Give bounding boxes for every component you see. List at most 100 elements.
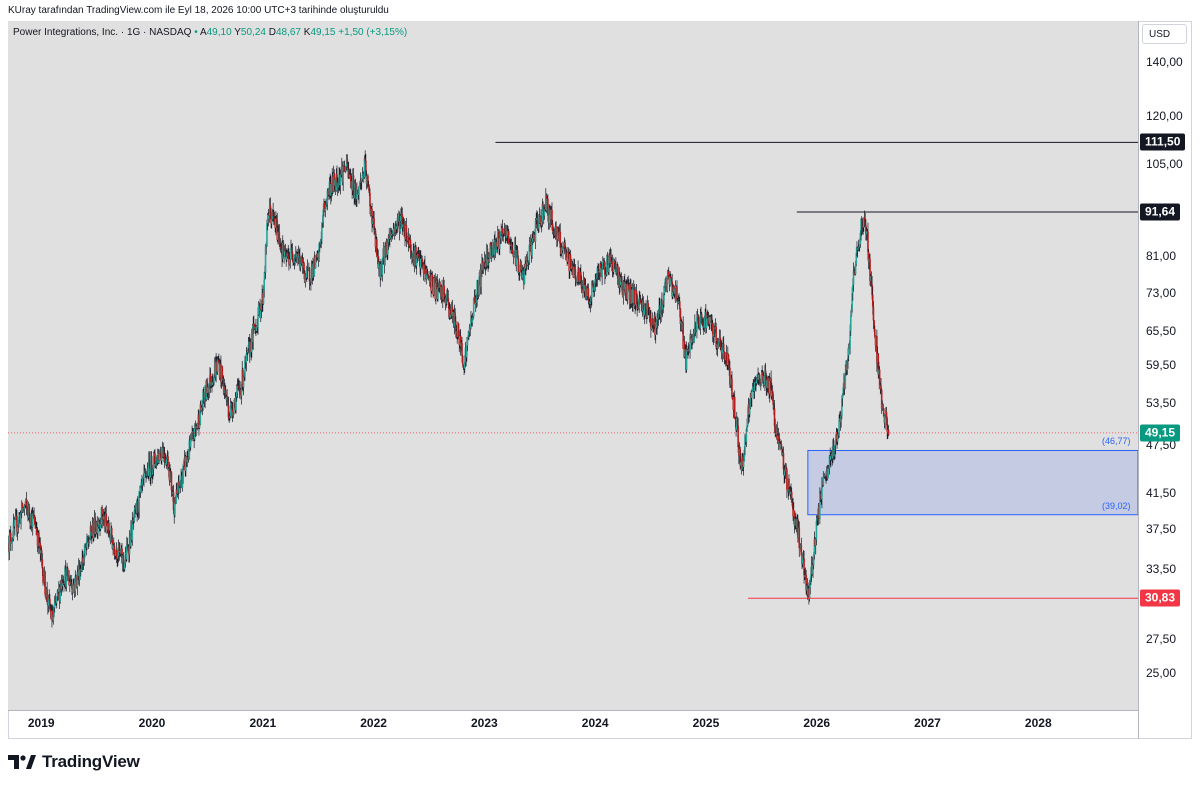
candle-body	[746, 414, 749, 426]
candle-body	[520, 261, 522, 273]
candle-body	[276, 220, 279, 240]
candle-body	[411, 253, 413, 259]
candle-body	[764, 370, 767, 377]
currency-button[interactable]: USD	[1142, 24, 1187, 44]
candle-body	[676, 286, 678, 301]
candle-body	[29, 516, 31, 523]
candle-body	[421, 258, 423, 265]
y-tick-label: 73,00	[1146, 285, 1177, 300]
candle-body	[528, 244, 531, 262]
candle-body	[854, 264, 857, 275]
candle-body	[179, 483, 182, 487]
candle-body	[12, 521, 15, 539]
candle-body	[445, 298, 448, 305]
candle-body	[639, 300, 642, 303]
candle-body	[187, 458, 190, 460]
candle-body	[199, 404, 202, 425]
candle-body	[320, 238, 323, 243]
candle-body	[342, 166, 344, 183]
candle-body	[126, 545, 128, 560]
candle-body	[102, 516, 105, 520]
candle-body	[371, 222, 374, 224]
candle-body	[670, 276, 672, 279]
candle-body	[885, 412, 888, 419]
candle-body	[611, 261, 614, 271]
candle-body	[606, 255, 608, 275]
candle-body	[224, 390, 227, 397]
candle-body	[319, 242, 322, 245]
candle-body	[33, 515, 36, 525]
candle-body	[321, 221, 324, 224]
candle-body	[770, 378, 772, 397]
candle-body	[502, 233, 505, 235]
candle-body	[722, 343, 725, 352]
candle-body	[639, 297, 641, 301]
candle-body	[654, 322, 657, 336]
candle-body	[471, 319, 474, 323]
candle-body	[666, 275, 669, 291]
candle-body	[592, 284, 595, 288]
candle-body	[606, 255, 609, 265]
candle-body	[127, 546, 130, 552]
candle-body	[610, 254, 612, 263]
candle-body	[371, 209, 373, 224]
candle-body	[477, 280, 479, 295]
candle-body	[433, 278, 435, 295]
candle-body	[785, 466, 788, 470]
candle-body	[260, 303, 263, 311]
candle-body	[731, 378, 733, 397]
candle-body	[645, 306, 647, 318]
candle-body	[657, 313, 660, 319]
candle-body	[459, 335, 462, 347]
legend-open: 49,10	[206, 27, 232, 38]
candle-body	[347, 163, 349, 172]
candle-body	[517, 257, 520, 273]
candle-body	[768, 380, 771, 394]
candle-body	[535, 219, 537, 221]
candle-body	[778, 441, 781, 443]
candle-body	[34, 524, 37, 529]
candle-body	[556, 228, 559, 240]
candle-body	[54, 601, 57, 604]
candle-body	[439, 282, 441, 286]
candle-body	[55, 596, 58, 603]
tradingview-logo[interactable]: TradingView	[8, 752, 140, 772]
candle-body	[68, 576, 70, 586]
candle-body	[880, 389, 883, 409]
candle-body	[852, 284, 854, 294]
candle-body	[803, 558, 805, 576]
candle-body	[758, 374, 761, 381]
candle-body	[134, 507, 136, 510]
candle-body	[21, 503, 24, 512]
candle-body	[549, 208, 551, 210]
plot-area[interactable]	[8, 21, 1138, 710]
candle-body	[493, 242, 496, 255]
candle-body	[145, 471, 147, 476]
candle-body	[111, 539, 114, 549]
candle-body	[446, 292, 449, 299]
candle-body	[240, 387, 243, 397]
candle-body	[298, 253, 301, 256]
candle-body	[719, 337, 722, 345]
candle-body	[363, 158, 366, 178]
candle-body	[11, 539, 13, 544]
candle-body	[236, 386, 239, 393]
candle-body	[235, 392, 238, 397]
candle-body	[112, 544, 115, 547]
legend-low: 48,67	[275, 27, 301, 38]
candle-body	[399, 220, 401, 232]
candle-body	[808, 587, 811, 599]
candle-body	[441, 286, 443, 300]
candle-body	[678, 301, 681, 310]
candle-body	[841, 398, 843, 416]
candle-body	[159, 453, 162, 455]
candle-body	[367, 175, 369, 186]
candle-body	[387, 236, 390, 243]
candle-body	[145, 474, 148, 476]
candle-body	[301, 256, 303, 259]
candle-body	[462, 364, 465, 368]
candle-body	[573, 267, 575, 278]
candle-body	[412, 251, 415, 259]
candle-body	[551, 209, 553, 224]
y-tick-label: 120,00	[1146, 109, 1183, 124]
